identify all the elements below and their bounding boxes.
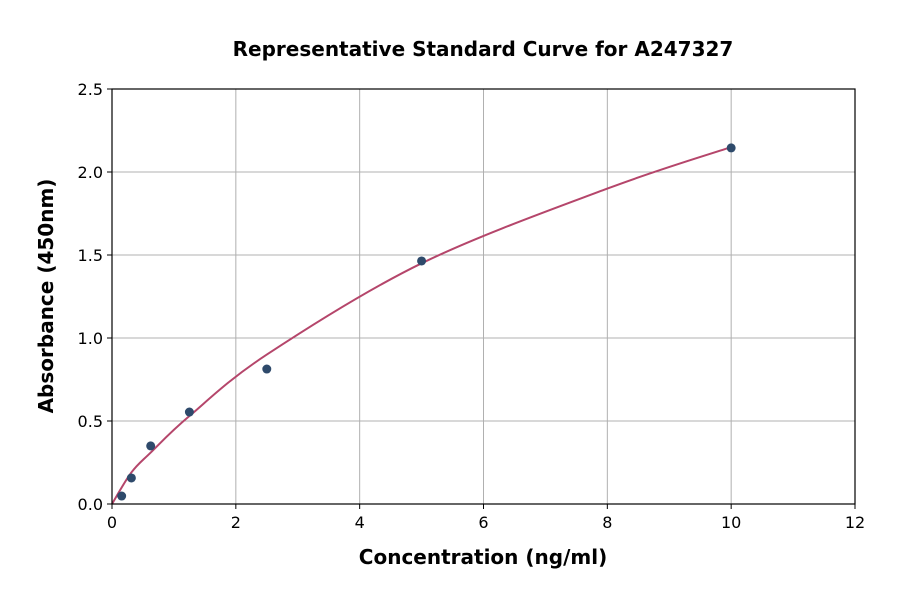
x-tick-label: 4 xyxy=(355,513,365,532)
data-point xyxy=(184,407,194,417)
data-point xyxy=(262,364,272,374)
x-tick-label: 8 xyxy=(602,513,612,532)
data-point xyxy=(726,143,736,153)
x-tick-label: 2 xyxy=(231,513,241,532)
y-tick-label: 1.5 xyxy=(78,246,103,265)
x-tick-label: 12 xyxy=(845,513,865,532)
x-axis-label: Concentration (ng/ml) xyxy=(359,545,607,569)
ticks: 0 2 4 6 8 10 12 0.0 0.5 1.0 1.5 2.0 2.5 xyxy=(78,80,866,532)
data-points xyxy=(117,143,736,501)
data-point xyxy=(146,441,156,451)
y-tick-label: 2.0 xyxy=(78,163,103,182)
x-tick-label: 10 xyxy=(721,513,741,532)
fit-curve-line xyxy=(111,146,732,505)
data-point xyxy=(417,256,427,266)
y-tick-label: 1.0 xyxy=(78,329,103,348)
fit-curve-layer xyxy=(111,146,732,505)
y-tick-label: 2.5 xyxy=(78,80,103,99)
grid xyxy=(111,88,856,505)
y-tick-label: 0.0 xyxy=(78,495,103,514)
x-tick-label: 6 xyxy=(478,513,488,532)
y-axis-label: Absorbance (450nm) xyxy=(34,179,58,414)
y-tick-label: 0.5 xyxy=(78,412,103,431)
plot-frame xyxy=(111,88,856,505)
data-point xyxy=(126,473,136,483)
x-tick-label: 0 xyxy=(107,513,117,532)
data-point xyxy=(117,491,127,501)
chart-title: Representative Standard Curve for A24732… xyxy=(233,37,734,61)
